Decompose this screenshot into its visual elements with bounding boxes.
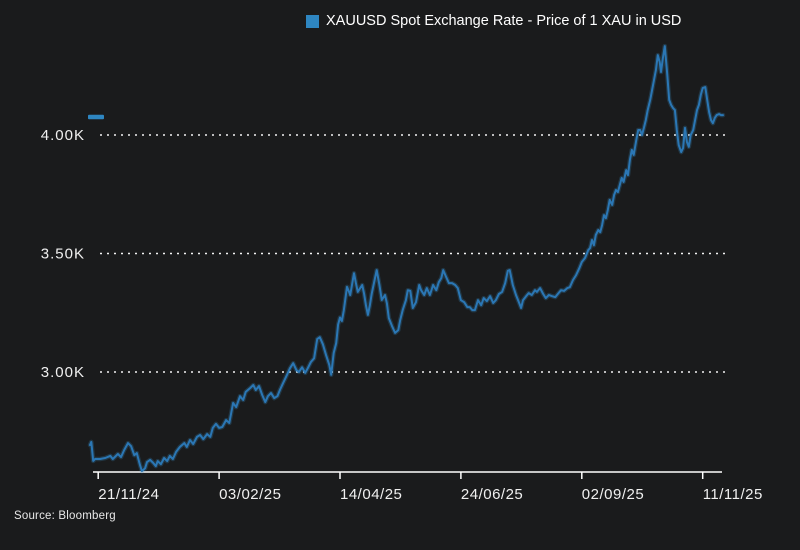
x-tick-label: 11/11/25 (703, 486, 763, 503)
x-tick-label: 03/02/25 (219, 486, 281, 503)
y-tick-label: 4.00K (41, 127, 85, 144)
y-tick-label: 3.00K (41, 364, 85, 381)
x-tick-label: 21/11/24 (98, 486, 159, 503)
chart-legend: XAUUSD Spot Exchange Rate - Price of 1 X… (306, 13, 681, 29)
legend-label: XAUUSD Spot Exchange Rate - Price of 1 X… (326, 13, 682, 29)
price-line-glow (87, 43, 726, 474)
x-tick-label: 14/04/25 (340, 486, 402, 503)
x-tick-label: 02/09/25 (582, 486, 644, 503)
legend-swatch-icon (306, 14, 319, 28)
y-tick-label: 3.50K (41, 246, 85, 263)
source-caption: Source: Bloomberg (14, 510, 116, 522)
last-price-marker (88, 114, 104, 120)
x-tick-label: 24/06/25 (461, 486, 523, 503)
price-line (89, 45, 724, 473)
